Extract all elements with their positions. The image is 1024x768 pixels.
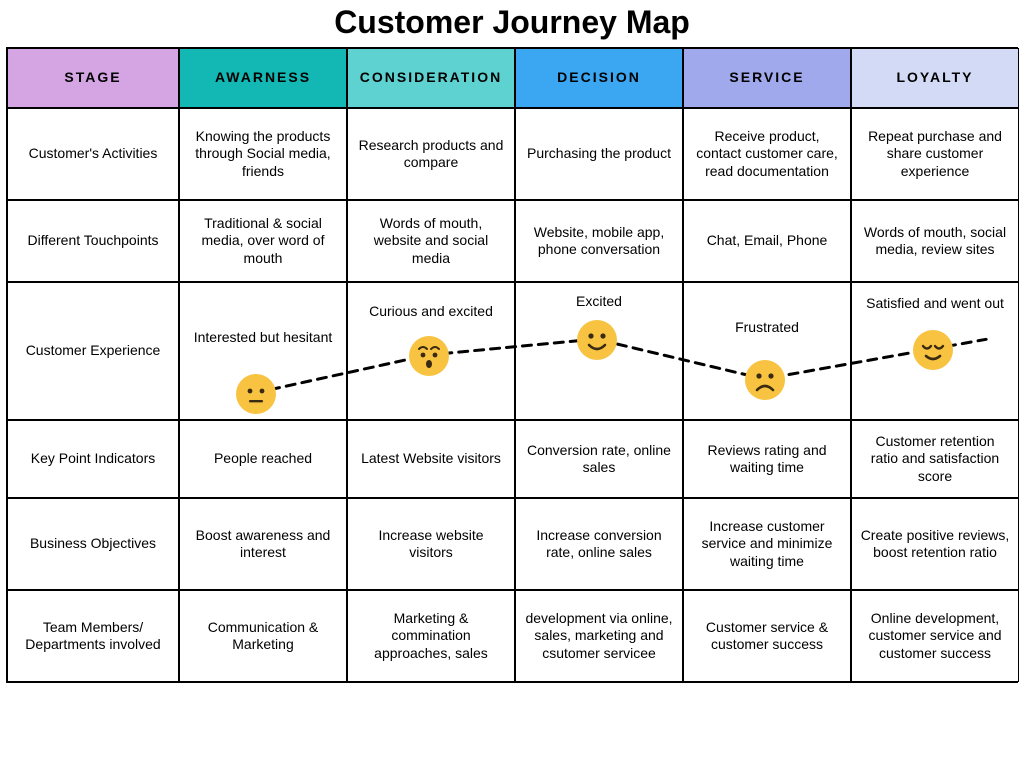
emoji-smile-icon [576, 319, 618, 361]
experience-cell-decision: Excited [515, 282, 683, 420]
experience-cell-awarness: Interested but hesitant [179, 282, 347, 420]
cell: Reviews rating and waiting time [683, 420, 851, 498]
emoji-relieved-icon [912, 329, 954, 371]
header-loyalty: Loyalty [851, 48, 1019, 108]
experience-cell-loyalty: Satisfied and went out [851, 282, 1019, 420]
cell: Knowing the products through Social medi… [179, 108, 347, 200]
header-decision: Decision [515, 48, 683, 108]
cell: Boost awareness and interest [179, 498, 347, 590]
experience-label: Curious and excited [348, 303, 514, 321]
cell: Purchasing the product [515, 108, 683, 200]
row-label: Different Touchpoints [7, 200, 179, 282]
cell: development via online, sales, marketing… [515, 590, 683, 682]
header-stage: Stage [7, 48, 179, 108]
header-awarness: Awarness [179, 48, 347, 108]
experience-cell-service: Frustrated [683, 282, 851, 420]
row-label: Customer Experience [7, 282, 179, 420]
cell: Increase conversion rate, online sales [515, 498, 683, 590]
cell: Create positive reviews, boost retention… [851, 498, 1019, 590]
experience-label: Excited [516, 293, 682, 311]
header-service: Service [683, 48, 851, 108]
cell: Customer retention ratio and satisfactio… [851, 420, 1019, 498]
cell: Traditional & social media, over word of… [179, 200, 347, 282]
cell: Latest Website visitors [347, 420, 515, 498]
cell: Conversion rate, online sales [515, 420, 683, 498]
experience-label: Interested but hesitant [180, 329, 346, 347]
cell: Words of mouth, website and social media [347, 200, 515, 282]
page-title: Customer Journey Map [0, 0, 1024, 47]
row-label: Team Members/ Departments involved [7, 590, 179, 682]
row-label: Customer's Activities [7, 108, 179, 200]
row-label: Business Objectives [7, 498, 179, 590]
cell: Online development, customer service and… [851, 590, 1019, 682]
emoji-frown-icon [744, 359, 786, 401]
cell: Increase customer service and minimize w… [683, 498, 851, 590]
experience-cell-consideration: Curious and excited [347, 282, 515, 420]
cell: Customer service & customer success [683, 590, 851, 682]
cell: Words of mouth, social media, review sit… [851, 200, 1019, 282]
emoji-surprised-icon [408, 335, 450, 377]
cell: Marketing & commination approaches, sale… [347, 590, 515, 682]
experience-label: Frustrated [684, 319, 850, 337]
cell: Website, mobile app, phone conversation [515, 200, 683, 282]
cell: Communication & Marketing [179, 590, 347, 682]
journey-grid: StageAwarnessConsiderationDecisionServic… [6, 47, 1018, 683]
cell: Research products and compare [347, 108, 515, 200]
cell: Increase website visitors [347, 498, 515, 590]
cell: Repeat purchase and share customer exper… [851, 108, 1019, 200]
header-consideration: Consideration [347, 48, 515, 108]
cell: Receive product, contact customer care, … [683, 108, 851, 200]
cell: Chat, Email, Phone [683, 200, 851, 282]
cell: People reached [179, 420, 347, 498]
experience-label: Satisfied and went out [852, 295, 1018, 313]
row-label: Key Point Indicators [7, 420, 179, 498]
emoji-neutral-icon [235, 373, 277, 415]
